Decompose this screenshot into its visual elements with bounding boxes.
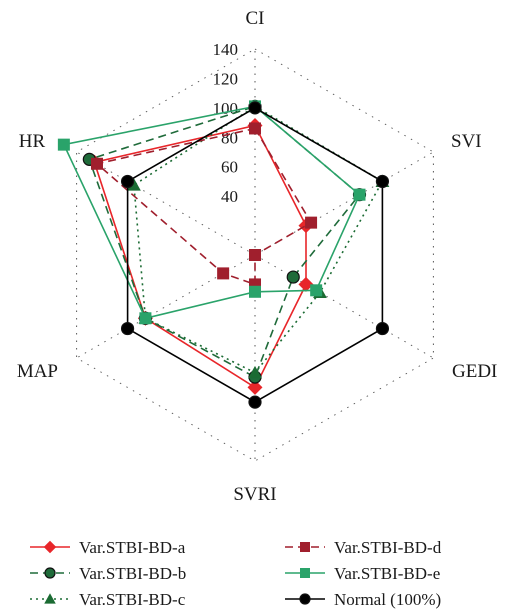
legend-label: Var.STBI-BD-c	[79, 590, 186, 609]
legend-label: Var.STBI-BD-b	[79, 564, 186, 583]
legend-label: Normal (100%)	[334, 590, 441, 609]
series-line	[95, 127, 313, 286]
series-6	[120, 101, 390, 409]
tick-label: 40	[221, 187, 238, 206]
tick-label: 100	[213, 99, 239, 118]
axis-label-map: MAP	[17, 361, 58, 382]
legend-item: Var.STBI-BD-e	[285, 564, 440, 583]
data-point	[249, 285, 261, 298]
data-point	[286, 270, 300, 284]
axis-label-svri: SVRI	[233, 484, 276, 505]
series-line	[93, 124, 307, 389]
tick-label: 60	[221, 158, 238, 177]
legend-label: Var.STBI-BD-e	[334, 564, 440, 583]
data-point	[298, 276, 314, 292]
data-point	[120, 174, 135, 189]
data-point	[248, 365, 262, 379]
data-point	[375, 321, 390, 336]
axis-labels: CI SVI GEDI SVRI MAP HR	[17, 8, 498, 505]
data-point	[139, 312, 152, 325]
data-point	[375, 174, 390, 189]
axis-label-hr: HR	[19, 131, 46, 152]
legend-item: Var.STBI-BD-d	[285, 538, 442, 557]
legend-label: Var.STBI-BD-a	[79, 538, 186, 557]
data-point	[247, 379, 263, 395]
data-point	[249, 122, 261, 135]
legend-marker	[44, 567, 56, 579]
data-point	[249, 249, 261, 261]
legend-item: Normal (100%)	[285, 590, 441, 609]
series-4	[90, 122, 318, 291]
axis-label-gedi: GEDI	[452, 361, 497, 382]
data-point	[248, 101, 262, 115]
legend-marker	[299, 593, 311, 605]
series	[57, 99, 390, 409]
data-point	[127, 178, 141, 191]
data-point	[90, 157, 103, 170]
axis-label-svi: SVI	[451, 131, 482, 152]
legend-item: Var.STBI-BD-b	[30, 564, 186, 583]
tick-label: 120	[213, 69, 239, 88]
data-point	[217, 267, 230, 280]
series-3	[127, 99, 390, 379]
legend-item: Var.STBI-BD-a	[30, 538, 186, 557]
data-point	[120, 321, 135, 336]
legend-marker	[300, 568, 310, 578]
data-point	[305, 216, 318, 229]
axis-label-ci: CI	[246, 8, 265, 29]
legend-marker	[300, 542, 310, 552]
legend-label: Var.STBI-BD-d	[334, 538, 442, 557]
legend-marker	[43, 540, 57, 554]
data-point	[248, 395, 262, 409]
series-1	[86, 118, 314, 395]
data-point	[57, 138, 70, 151]
legend: Var.STBI-BD-a Var.STBI-BD-b Var.STBI-BD-c V…	[30, 538, 442, 609]
legend-item: Var.STBI-BD-c	[30, 590, 186, 609]
tick-label: 140	[213, 40, 239, 59]
legend-marker	[44, 593, 56, 604]
data-point	[310, 284, 323, 297]
data-point	[353, 188, 366, 201]
